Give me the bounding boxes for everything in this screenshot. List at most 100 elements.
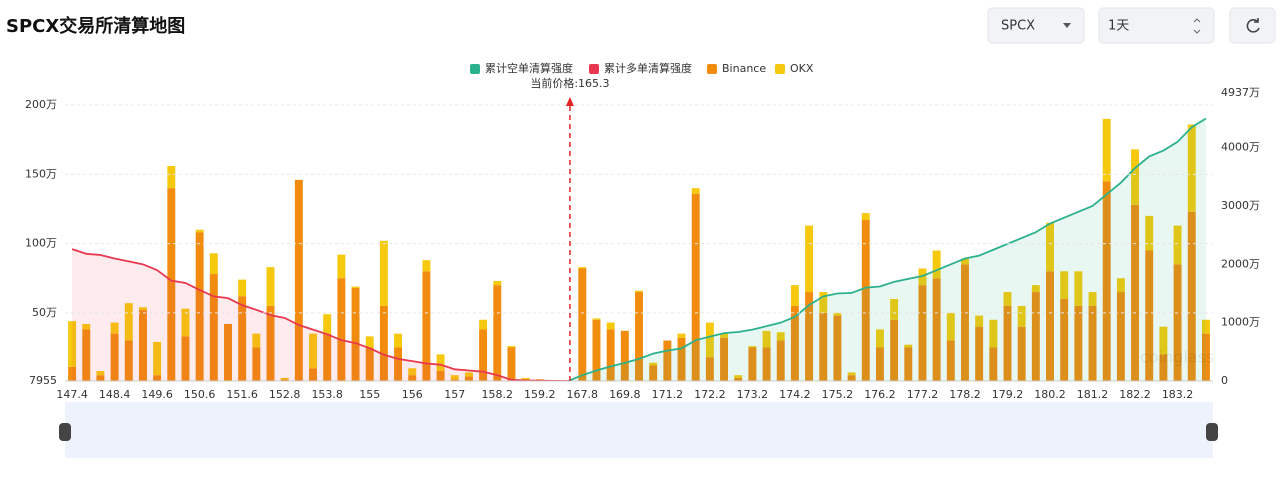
price-arrow <box>565 97 574 106</box>
x-tick-label: 169.8 <box>609 388 641 401</box>
x-tick-label: 177.2 <box>907 388 939 401</box>
bar <box>1116 292 1125 381</box>
bar <box>422 260 431 272</box>
y-tick-label: 7955 <box>29 374 57 387</box>
x-tick-label: 174.2 <box>779 388 811 401</box>
bar <box>790 305 799 381</box>
bar <box>578 268 587 381</box>
x-tick-label: 159.2 <box>524 388 556 401</box>
legend: 累计空单清算强度 累计多单清算强度 Binance OKX <box>470 61 814 75</box>
y-tick-label: 150万 <box>25 167 57 180</box>
bar <box>450 375 459 380</box>
zoom-slider[interactable] <box>65 402 1213 458</box>
bar <box>1116 278 1125 293</box>
zoom-handle[interactable] <box>1206 423 1218 441</box>
x-tick-label: 176.2 <box>864 388 896 401</box>
bar <box>479 329 488 381</box>
x-tick-label: 155 <box>359 388 380 401</box>
x-tick-label: 171.2 <box>652 388 684 401</box>
bar <box>1102 118 1111 182</box>
bar <box>379 240 388 306</box>
bar <box>238 279 247 297</box>
bar <box>1046 222 1054 272</box>
bar <box>635 290 643 293</box>
bar <box>521 377 530 381</box>
bar <box>776 340 785 381</box>
bar <box>1031 292 1040 381</box>
legend-label[interactable]: Binance <box>722 62 766 75</box>
y2-tick-label: 0 <box>1221 374 1228 387</box>
refresh-icon <box>1246 18 1260 33</box>
bar <box>861 213 870 221</box>
bar <box>748 347 757 381</box>
bar <box>195 232 204 381</box>
bar <box>507 347 516 381</box>
bar <box>110 322 119 334</box>
bar <box>1017 326 1026 381</box>
bar <box>790 285 799 306</box>
bar <box>606 322 615 330</box>
page-title: SPCX交易所清算地图 <box>6 15 185 37</box>
bar <box>677 333 686 338</box>
bar <box>153 341 162 376</box>
bar <box>379 305 388 381</box>
legend-label[interactable]: 累计空单清算强度 <box>485 61 573 75</box>
x-tick-label: 181.2 <box>1077 388 1109 401</box>
bar <box>805 225 814 293</box>
bar <box>833 312 842 316</box>
bar <box>875 347 884 381</box>
bar <box>365 336 374 348</box>
bar <box>1145 250 1154 381</box>
bar <box>464 376 473 381</box>
bar <box>493 280 502 286</box>
bar <box>422 271 431 381</box>
bar <box>1088 305 1097 381</box>
bar <box>961 258 969 265</box>
bar <box>1088 292 1097 306</box>
bar <box>975 315 984 327</box>
bar <box>266 267 275 306</box>
x-tick-label: 157 <box>444 388 465 401</box>
bar <box>464 372 473 377</box>
bar <box>1173 264 1182 381</box>
bar <box>408 375 417 381</box>
bar <box>762 347 771 381</box>
bar <box>1074 271 1083 306</box>
bar <box>975 326 984 381</box>
x-tick-label: 149.6 <box>141 388 173 401</box>
bar <box>1159 354 1168 381</box>
zoom-handle[interactable] <box>59 423 71 441</box>
bar <box>1017 305 1026 327</box>
bar <box>762 330 771 348</box>
bar <box>932 250 941 279</box>
bar <box>989 319 998 348</box>
bar <box>1003 292 1012 306</box>
y2-tick-label: 3000万 <box>1221 199 1260 212</box>
bar <box>918 285 927 381</box>
legend-label[interactable]: OKX <box>790 62 814 75</box>
bar <box>1131 149 1140 205</box>
refresh-button[interactable] <box>1229 7 1276 44</box>
bar <box>1187 124 1196 212</box>
x-tick-label: 182.2 <box>1119 388 1151 401</box>
bar <box>323 314 332 334</box>
bar <box>649 365 658 381</box>
bar <box>252 347 261 381</box>
bar <box>394 333 403 348</box>
bar <box>805 292 814 381</box>
symbol-select[interactable] <box>987 7 1085 44</box>
legend-label[interactable]: 累计多单清算强度 <box>604 61 692 75</box>
bar <box>620 330 629 381</box>
bar <box>337 254 346 279</box>
line <box>71 248 569 381</box>
bar <box>847 372 856 376</box>
bar <box>124 340 133 381</box>
bar <box>946 312 955 341</box>
bar <box>238 296 247 381</box>
x-tick-label: 178.2 <box>949 388 981 401</box>
bar <box>1046 271 1054 381</box>
bar <box>734 377 743 381</box>
bar <box>1173 225 1182 265</box>
bar <box>394 347 403 381</box>
interval-select[interactable] <box>1098 7 1215 44</box>
